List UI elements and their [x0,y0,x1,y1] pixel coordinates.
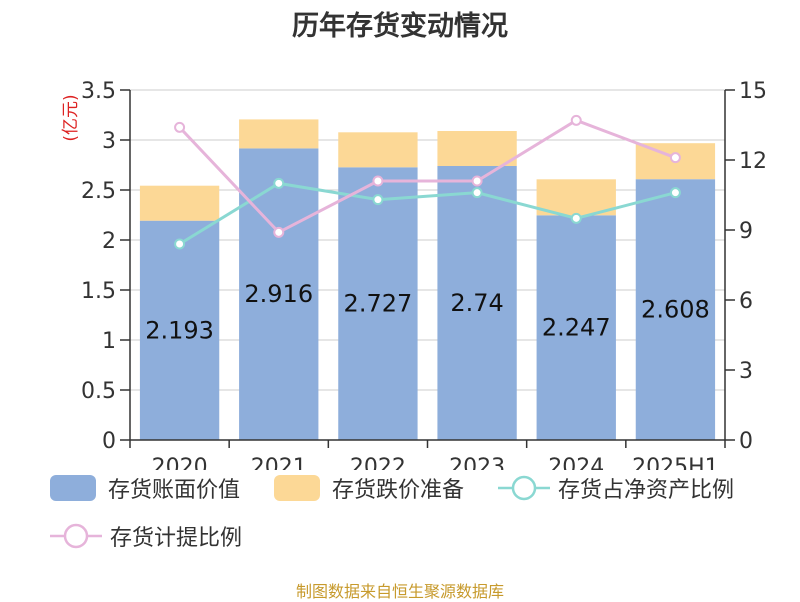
y2-tick-label: 9 [739,219,753,244]
y-tick-label: 3.5 [81,79,116,104]
legend-item: 存货占净资产比例 [498,470,734,506]
bar-book-value [239,148,319,440]
line-point [471,175,483,187]
y-unit-label: (亿元) [61,94,81,141]
bar-book-value [139,220,220,440]
legend-label: 存货跌价准备 [332,478,465,503]
line-point [372,194,384,206]
bar-impairment [536,179,616,216]
x-tick-label: 2020 [152,455,208,470]
bar-impairment [139,185,220,221]
bar-impairment [239,119,319,149]
legend-label: 存货账面价值 [108,478,241,503]
x-tick-label: 2023 [449,455,505,470]
bar-impairment [437,131,517,166]
chart-area: 0 0.5 1 1.5 2 2.5 3 3.5 0 3 6 9 12 15 2.193 2.916 2.727 2… [61,79,767,470]
bar-data-label: 2.916 [244,280,313,308]
x-tick-label: 2024 [548,455,604,470]
y-tick-label: 3 [102,129,116,154]
y-tick-label: 2 [102,229,116,254]
line-point [273,177,285,189]
x-tick-label: 2022 [350,455,406,470]
y2-tick-label: 12 [739,149,767,174]
legend-line-swatch [50,523,102,549]
legend-label: 存货计提比例 [110,526,243,551]
y-tick-label: 0.5 [81,379,116,404]
line-point [471,187,483,199]
bar-impairment [338,132,418,168]
bar-data-label: 2.247 [542,314,611,342]
x-tick-label: 2025H1 [632,455,719,470]
bar-book-value [437,166,517,440]
y2-tick-label: 0 [739,429,753,454]
y-tick-label: 2.5 [81,179,116,204]
legend-swatch [274,475,320,501]
bar-data-label: 2.193 [145,316,214,344]
line-point [372,175,384,187]
source-note: 制图数据来自恒生聚源数据库 [295,582,504,601]
line-point [174,121,186,133]
bar-data-label: 2.608 [641,296,710,324]
line-provision-ratio [178,118,676,235]
legend-item: 存货计提比例 [50,518,242,554]
bar-data-label: 2.727 [344,290,413,318]
chart-title: 历年存货变动情况 [292,11,508,42]
legend-item: 存货账面价值 [50,470,240,506]
legend-label: 存货占净资产比例 [558,478,735,503]
bar-book-value [635,179,716,440]
y2-tick-label: 15 [739,79,767,104]
x-tick-label: 2021 [251,455,307,470]
legend-item: 存货跌价准备 [274,470,464,506]
line-point [570,212,582,224]
legend-swatch [50,475,96,501]
line-net-asset-ratio [178,181,676,246]
y-tick-label: 1.5 [81,279,116,304]
y-tick-label: 0 [102,429,116,454]
bar-book-value [536,215,616,440]
line-point [669,152,681,164]
legend-line-swatch [498,475,550,501]
bar-book-value [338,167,418,441]
y2-tick-label: 3 [739,359,753,384]
bar-data-label: 2.74 [450,289,503,317]
line-point [669,187,681,199]
y-tick-label: 1 [102,329,116,354]
line-point [273,226,285,238]
line-point [570,114,582,126]
line-point [174,238,186,250]
y2-tick-label: 6 [739,289,753,314]
